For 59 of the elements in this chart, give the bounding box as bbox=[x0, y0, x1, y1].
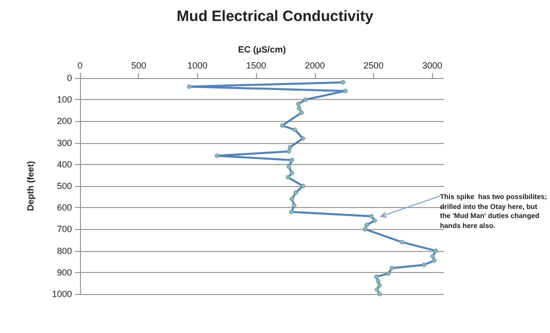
y-tick-label: 500 bbox=[56, 181, 72, 191]
point bbox=[343, 88, 348, 94]
y-tick-label: 1000 bbox=[52, 289, 72, 299]
point bbox=[390, 266, 394, 270]
point bbox=[432, 258, 437, 263]
point bbox=[430, 254, 435, 258]
point bbox=[280, 123, 285, 128]
point bbox=[292, 128, 298, 132]
x-tick-label: 2500 bbox=[364, 60, 384, 70]
point bbox=[434, 248, 438, 254]
point bbox=[369, 214, 374, 218]
chart-title: Mud Electrical Conductivity bbox=[176, 8, 374, 25]
y-axis-title: Depth (feet) bbox=[26, 161, 36, 211]
point bbox=[290, 158, 294, 162]
point bbox=[288, 144, 292, 150]
point bbox=[286, 149, 292, 154]
y-tick-label: 0 bbox=[66, 73, 72, 83]
x-tick-label: 1000 bbox=[187, 60, 208, 70]
y-tick-label: 900 bbox=[56, 267, 72, 278]
point bbox=[303, 97, 308, 102]
point bbox=[377, 292, 382, 296]
point bbox=[286, 164, 292, 169]
point bbox=[376, 278, 380, 284]
point bbox=[377, 283, 382, 288]
y-tick-label: 100 bbox=[56, 94, 72, 105]
x-tick-label: 2000 bbox=[304, 60, 325, 70]
point bbox=[290, 170, 294, 176]
point bbox=[214, 154, 220, 158]
point bbox=[372, 218, 377, 223]
point bbox=[422, 262, 426, 268]
point bbox=[374, 287, 380, 292]
point bbox=[340, 80, 346, 85]
point bbox=[296, 102, 301, 106]
point bbox=[300, 184, 306, 188]
y-tick-label: 400 bbox=[56, 159, 72, 170]
y-tick-label: 300 bbox=[56, 138, 72, 148]
point bbox=[292, 203, 296, 208]
y-tick-label: 200 bbox=[56, 116, 72, 126]
point bbox=[364, 222, 369, 228]
y-tick-label: 800 bbox=[56, 246, 72, 256]
point bbox=[299, 110, 304, 115]
point bbox=[386, 271, 391, 276]
x-tick-label: 500 bbox=[131, 60, 146, 70]
x-axis-title: EC (µS/cm) bbox=[238, 44, 286, 54]
point bbox=[400, 240, 404, 244]
point bbox=[296, 106, 302, 110]
point bbox=[289, 210, 294, 214]
x-tick-label: 1500 bbox=[246, 60, 266, 70]
y-tick-label: 700 bbox=[56, 224, 72, 234]
point bbox=[374, 274, 379, 279]
y-tick-label: 600 bbox=[56, 202, 72, 213]
point bbox=[286, 175, 290, 180]
x-tick-label: 3000 bbox=[422, 60, 442, 70]
point bbox=[186, 84, 192, 89]
x-tick-label: 0 bbox=[77, 60, 83, 70]
point bbox=[300, 136, 306, 141]
point bbox=[294, 190, 298, 195]
point bbox=[290, 196, 294, 202]
point bbox=[362, 226, 368, 232]
